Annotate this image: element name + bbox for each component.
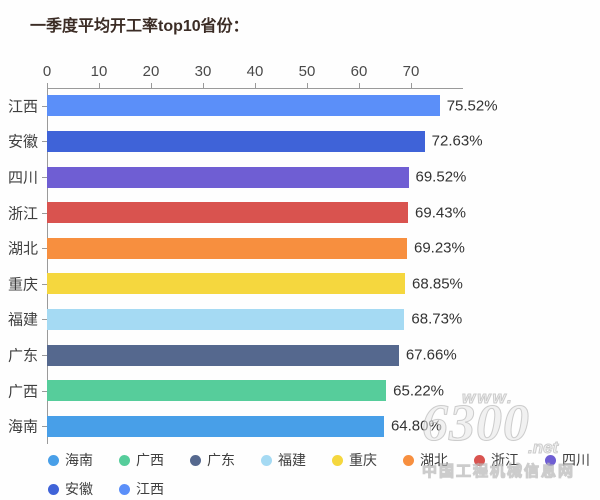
x-axis-tick-label: 50 bbox=[298, 63, 316, 80]
legend-color-dot bbox=[332, 454, 343, 466]
legend-color-dot bbox=[119, 454, 130, 466]
bar[interactable] bbox=[47, 95, 440, 117]
bar[interactable] bbox=[47, 415, 384, 437]
legend-item[interactable]: 浙江 bbox=[474, 450, 519, 470]
legend-color-dot bbox=[190, 454, 201, 466]
legend-item[interactable]: 重庆 bbox=[332, 450, 377, 470]
x-axis-tick-label: 70 bbox=[402, 63, 420, 80]
x-axis-tick-label: 20 bbox=[142, 63, 160, 80]
value-label: 69.43% bbox=[415, 204, 466, 222]
x-axis-tick-label: 60 bbox=[350, 63, 368, 80]
value-label: 69.23% bbox=[413, 239, 465, 257]
legend-label: 四川 bbox=[562, 452, 590, 468]
legend-color-dot bbox=[403, 454, 414, 466]
legend-color-dot bbox=[261, 454, 272, 466]
value-label: 69.52% bbox=[415, 168, 467, 186]
category-label: 江西 bbox=[7, 98, 38, 116]
legend-color-dot bbox=[119, 483, 130, 495]
legend-label: 海南 bbox=[65, 452, 93, 468]
x-axis-tick-label: 10 bbox=[90, 63, 108, 80]
value-label: 68.73% bbox=[411, 310, 463, 328]
legend-item[interactable]: 广东 bbox=[190, 450, 235, 470]
x-axis-tick bbox=[307, 83, 308, 88]
bar[interactable] bbox=[47, 273, 406, 295]
legend-label: 广西 bbox=[136, 452, 164, 468]
legend-color-dot bbox=[48, 454, 59, 466]
y-axis-category-tick bbox=[42, 248, 47, 250]
x-axis-tick bbox=[203, 83, 204, 88]
legend-item[interactable]: 安徽 bbox=[48, 479, 93, 499]
y-axis-category-tick bbox=[42, 355, 47, 356]
legend-item[interactable]: 福建 bbox=[261, 450, 306, 470]
legend-label: 广东 bbox=[207, 452, 235, 468]
y-axis-category-tick bbox=[42, 141, 47, 143]
category-label: 福建 bbox=[7, 311, 38, 329]
chart-legend: 海南 广西 广东 福建 重庆 湖北 浙江 四川安徽 江西 bbox=[48, 450, 590, 499]
legend-label: 安徽 bbox=[65, 481, 93, 497]
legend-item[interactable]: 湖北 bbox=[403, 450, 448, 470]
value-label: 67.66% bbox=[405, 346, 457, 364]
category-label: 安徽 bbox=[7, 133, 38, 151]
y-axis-category-tick bbox=[42, 212, 47, 214]
category-label: 海南 bbox=[7, 418, 38, 436]
legend-item[interactable]: 海南 bbox=[48, 450, 93, 470]
legend-item[interactable]: 四川 bbox=[545, 450, 590, 470]
x-axis-tick bbox=[359, 83, 360, 88]
category-label: 四川 bbox=[7, 169, 38, 187]
legend-color-dot bbox=[48, 483, 59, 495]
y-axis-line bbox=[47, 88, 48, 444]
value-label: 64.80% bbox=[390, 417, 442, 435]
value-label: 68.85% bbox=[412, 275, 463, 293]
bar[interactable] bbox=[47, 237, 407, 259]
bar[interactable] bbox=[47, 344, 399, 366]
y-axis-category-tick bbox=[42, 283, 47, 285]
chart-title: 一季度平均开工率top10省份： bbox=[30, 18, 249, 35]
y-axis-category-tick bbox=[42, 426, 47, 428]
value-label: 72.63% bbox=[431, 132, 483, 150]
bar[interactable] bbox=[47, 308, 405, 330]
legend-item[interactable]: 广西 bbox=[119, 450, 164, 470]
x-axis-tick bbox=[255, 83, 256, 88]
y-axis-category-tick bbox=[42, 177, 47, 178]
x-axis-tick bbox=[99, 83, 100, 88]
legend-label: 湖北 bbox=[420, 452, 448, 468]
x-axis-tick-label: 40 bbox=[246, 63, 264, 80]
value-label: 65.22% bbox=[393, 382, 445, 400]
legend-label: 浙江 bbox=[491, 452, 519, 468]
legend-item[interactable]: 江西 bbox=[119, 479, 164, 499]
watermark-www: www. bbox=[462, 388, 514, 408]
x-axis-line bbox=[47, 88, 463, 89]
x-axis-tick bbox=[151, 83, 152, 88]
x-axis-tick-label: 0 bbox=[42, 63, 52, 80]
category-label: 湖北 bbox=[7, 240, 38, 258]
legend-color-dot bbox=[474, 454, 485, 466]
x-axis-tick bbox=[47, 83, 48, 88]
y-axis-category-tick bbox=[42, 105, 47, 107]
y-axis-category-tick bbox=[42, 319, 47, 321]
legend-color-dot bbox=[545, 454, 556, 466]
category-label: 重庆 bbox=[7, 276, 38, 294]
legend-label: 福建 bbox=[278, 452, 306, 468]
value-label: 75.52% bbox=[446, 97, 498, 115]
bar[interactable] bbox=[47, 166, 409, 188]
bar[interactable] bbox=[47, 380, 387, 402]
y-axis-category-tick bbox=[42, 390, 47, 392]
bar[interactable] bbox=[47, 130, 425, 152]
category-label: 广东 bbox=[7, 347, 38, 365]
bar[interactable] bbox=[47, 202, 409, 224]
legend-label: 重庆 bbox=[349, 452, 377, 468]
x-axis-tick bbox=[411, 83, 412, 88]
category-label: 广西 bbox=[7, 383, 38, 401]
category-label: 浙江 bbox=[7, 205, 38, 223]
legend-label: 江西 bbox=[136, 481, 164, 497]
x-axis-tick-label: 30 bbox=[194, 63, 212, 80]
